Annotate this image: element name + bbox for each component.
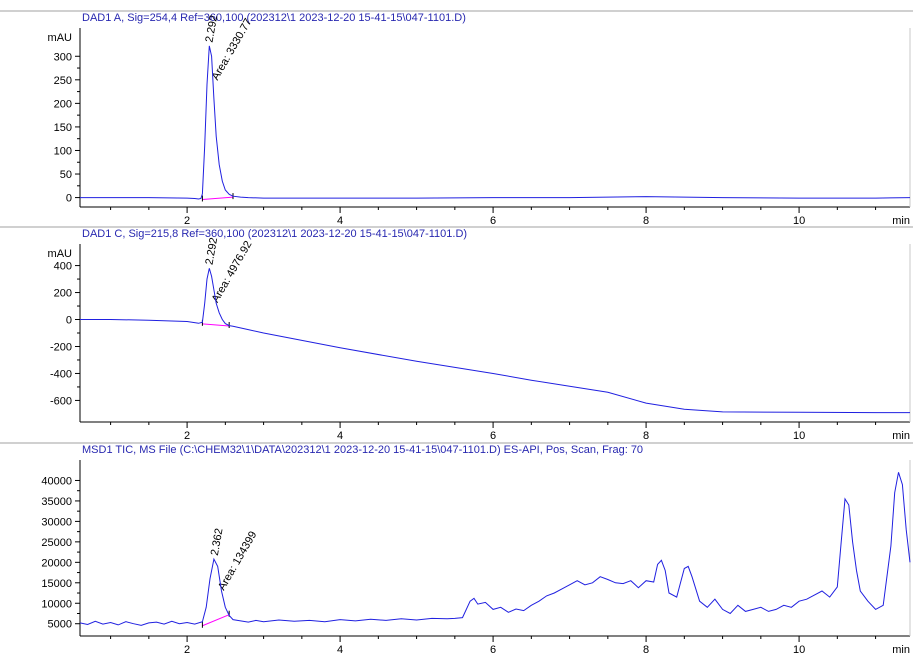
signal-trace — [79, 472, 911, 626]
y-tick-label: 30000 — [41, 516, 72, 528]
panel-dad1-a: DAD1 A, Sig=254,4 Ref=360,100 (202312\1 … — [0, 10, 913, 227]
peak-retention-time-label: 2.362 — [209, 527, 226, 556]
integration-baseline — [202, 196, 234, 200]
x-tick-label: 2 — [184, 644, 190, 656]
x-tick-label: 2 — [184, 430, 190, 442]
x-tick-label: 6 — [490, 215, 496, 227]
y-axis-label: mAU — [48, 248, 73, 260]
y-tick-label: 50 — [60, 169, 72, 181]
signal-trace — [80, 45, 911, 200]
y-tick-label: 200 — [54, 98, 72, 110]
y-tick-label: 35000 — [41, 496, 72, 508]
y-tick-label: 0 — [66, 193, 72, 205]
x-tick-label: 4 — [337, 215, 343, 227]
panel-title: DAD1 A, Sig=254,4 Ref=360,100 (202312\1 … — [82, 12, 466, 24]
x-tick-label: 10 — [793, 430, 805, 442]
x-tick-label: 6 — [490, 430, 496, 442]
panel-title: DAD1 C, Sig=215,8 Ref=360,100 (202312\1 … — [82, 228, 467, 240]
y-tick-label: 250 — [54, 75, 72, 87]
y-tick-label: 40000 — [41, 475, 72, 487]
x-tick-label: 8 — [643, 430, 649, 442]
x-tick-label: 8 — [643, 215, 649, 227]
y-tick-label: 15000 — [41, 578, 72, 590]
peak-retention-time-label: 2.292 — [204, 14, 221, 43]
y-tick-label: 5000 — [48, 619, 72, 631]
integration-baseline — [202, 323, 230, 327]
y-tick-label: 0 — [66, 315, 72, 327]
x-tick-label: 4 — [337, 644, 343, 656]
x-tick-label: 4 — [337, 430, 343, 442]
y-tick-label: 10000 — [41, 598, 72, 610]
panel-title: MSD1 TIC, MS File (C:\CHEM32\1\DATA\2023… — [82, 444, 643, 456]
x-axis-unit-label: min — [892, 215, 910, 227]
x-axis-unit-label: min — [892, 430, 910, 442]
y-tick-label: 25000 — [41, 537, 72, 549]
y-tick-label: 100 — [54, 145, 72, 157]
x-tick-label: 6 — [490, 644, 496, 656]
panel-dad1-c: DAD1 C, Sig=215,8 Ref=360,100 (202312\1 … — [0, 226, 913, 442]
y-tick-label: -200 — [50, 341, 72, 353]
y-tick-label: -600 — [50, 395, 72, 407]
x-axis-unit-label: min — [892, 644, 910, 656]
integration-baseline — [202, 614, 230, 627]
y-tick-label: 200 — [54, 288, 72, 300]
y-axis-label: mAU — [48, 32, 73, 44]
x-tick-label: 10 — [793, 644, 805, 656]
y-tick-label: 400 — [54, 261, 72, 273]
x-tick-label: 8 — [643, 644, 649, 656]
panel-msd1-tic: MSD1 TIC, MS File (C:\CHEM32\1\DATA\2023… — [0, 442, 913, 656]
y-tick-label: 300 — [54, 51, 72, 63]
signal-trace — [80, 268, 910, 414]
x-tick-label: 2 — [184, 215, 190, 227]
y-tick-label: 150 — [54, 122, 72, 134]
x-tick-label: 10 — [793, 215, 805, 227]
peak-retention-time-label: 2.292 — [204, 237, 221, 266]
y-tick-label: -400 — [50, 368, 72, 380]
y-tick-label: 20000 — [41, 557, 72, 569]
